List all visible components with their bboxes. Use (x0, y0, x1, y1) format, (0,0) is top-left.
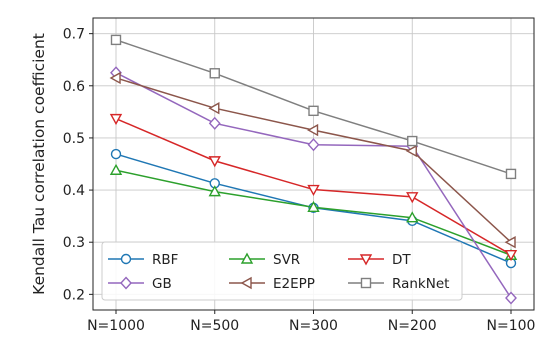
legend-label-e2epp: E2EPP (273, 276, 315, 292)
legend-label-rbf: RBF (152, 252, 178, 268)
data-point-dt (208, 156, 221, 168)
data-point-gb (307, 138, 320, 152)
data-point-e2epp (307, 123, 319, 137)
data-point-dt (406, 192, 419, 204)
legend: RBF SVR DT GB E2EPP RankNet (101, 241, 463, 301)
series-ranknet (110, 34, 517, 180)
data-point-dt (504, 250, 518, 262)
data-point-svr (307, 200, 320, 212)
data-point-ranknet (209, 68, 220, 79)
y-tick-label: 0.5 (63, 131, 85, 147)
y-tick-label: 0.4 (63, 183, 85, 199)
x-ticks: N=1000 N=500 N=300 N=200 N=100 (87, 310, 535, 334)
y-tick-label: 0.6 (63, 79, 85, 95)
data-point-svr (406, 211, 419, 223)
legend-marker-svr (240, 252, 254, 264)
data-point-dt (109, 113, 123, 126)
legend-entry-svr: SVR (229, 252, 300, 268)
y-axis-label: Kendall Tau correlation coefficient (30, 33, 48, 295)
data-point-svr (109, 163, 123, 175)
data-point-ranknet (407, 135, 418, 147)
legend-entry-ranknet: RankNet (348, 276, 449, 292)
data-point-ranknet (505, 168, 517, 180)
x-tick-label: N=300 (289, 318, 338, 334)
x-tick-label: N=500 (190, 318, 239, 334)
legend-marker-ranknet (360, 277, 372, 289)
data-point-e2epp (208, 102, 220, 115)
legend-marker-gb (120, 276, 132, 290)
series-lines (109, 34, 518, 305)
y-tick-label: 0.3 (63, 235, 85, 251)
y-tick-label: 0.2 (63, 287, 85, 303)
data-point-gb (208, 116, 221, 130)
legend-entry-rbf: RBF (108, 252, 178, 268)
legend-label-svr: SVR (273, 252, 300, 268)
data-point-rbf (110, 148, 122, 160)
data-point-ranknet (308, 105, 319, 117)
legend-marker-rbf (120, 253, 132, 265)
legend-label-dt: DT (392, 252, 411, 268)
legend-entry-dt: DT (348, 252, 411, 268)
y-tick-label: 0.7 (63, 27, 85, 43)
series-dt (109, 113, 518, 262)
legend-box (101, 241, 463, 301)
data-point-svr (208, 185, 221, 197)
series-e2epp (109, 71, 516, 249)
legend-label-ranknet: RankNet (392, 276, 449, 292)
legend-marker-dt (359, 254, 373, 266)
data-point-dt (307, 184, 320, 196)
legend-label-gb: GB (152, 276, 172, 292)
legend-entry-e2epp: E2EPP (229, 276, 315, 292)
data-point-gb (505, 291, 517, 305)
data-point-e2epp (405, 144, 417, 158)
data-point-ranknet (110, 34, 122, 46)
data-point-e2epp (504, 236, 516, 249)
legend-entry-gb: GB (108, 276, 172, 292)
data-point-e2epp (109, 71, 121, 85)
y-ticks: 0.2 0.3 0.4 0.5 0.6 0.7 (63, 27, 93, 303)
x-tick-label: N=1000 (87, 318, 145, 334)
legend-marker-e2epp (240, 276, 252, 290)
x-tick-label: N=200 (388, 318, 437, 334)
x-tick-label: N=100 (487, 318, 536, 334)
